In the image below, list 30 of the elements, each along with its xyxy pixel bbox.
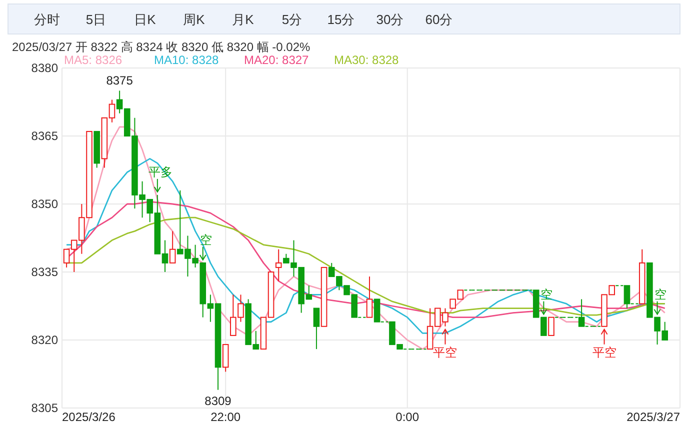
- y-tick-label: 8305: [31, 401, 58, 415]
- text: MA20: 8327: [244, 53, 310, 67]
- text: 周K: [183, 12, 206, 27]
- x-tick-label: 2025/3/27: [626, 410, 680, 423]
- text: 月K: [232, 12, 254, 27]
- y-tick-label: 8350: [31, 197, 58, 211]
- text: 5日: [86, 12, 106, 27]
- text: MA5: 8326: [64, 53, 122, 67]
- text: 分时: [34, 12, 60, 27]
- y-tick-label: 8335: [31, 265, 58, 279]
- text: 2025/03/27 开 8322 高 8324 收 8320 低 8320 幅 -0.02%: [12, 40, 311, 54]
- annotation: 8309: [204, 394, 232, 408]
- text: 15分: [327, 12, 355, 27]
- annotation: 空: [654, 287, 666, 302]
- annotation: 空: [200, 232, 212, 247]
- x-tick-label: 22:00: [210, 410, 241, 423]
- annotation: 平空: [433, 345, 458, 360]
- x-tick-label: 2025/3/26: [62, 410, 116, 423]
- text: MA30: 8328: [334, 53, 400, 67]
- text: 日K: [134, 12, 156, 27]
- text: 60分: [425, 12, 453, 27]
- x-tick-label: 0:00: [396, 410, 420, 423]
- text: MA10: 8328: [154, 53, 220, 67]
- y-tick-label: 8365: [31, 129, 58, 143]
- annotation: 8375: [106, 74, 134, 88]
- annotation: 平空: [592, 345, 616, 360]
- y-tick-label: 8320: [31, 333, 58, 347]
- text: 5分: [282, 12, 302, 27]
- text: 30分: [376, 12, 404, 27]
- y-tick-label: 8380: [31, 61, 58, 75]
